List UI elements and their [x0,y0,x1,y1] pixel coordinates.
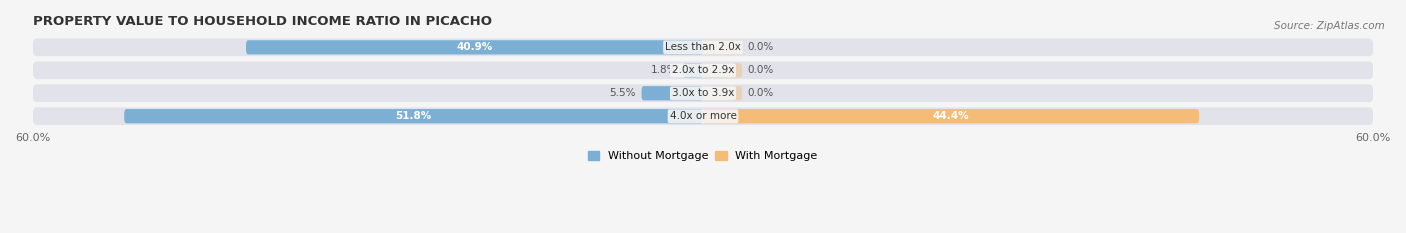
Text: 0.0%: 0.0% [748,88,773,98]
FancyBboxPatch shape [32,84,1374,102]
Text: PROPERTY VALUE TO HOUSEHOLD INCOME RATIO IN PICACHO: PROPERTY VALUE TO HOUSEHOLD INCOME RATIO… [32,15,492,28]
Text: 51.8%: 51.8% [395,111,432,121]
Text: 0.0%: 0.0% [748,42,773,52]
FancyBboxPatch shape [641,86,703,100]
Text: 3.0x to 3.9x: 3.0x to 3.9x [672,88,734,98]
Text: 0.0%: 0.0% [748,65,773,75]
Text: 5.5%: 5.5% [609,88,636,98]
Text: 1.8%: 1.8% [651,65,678,75]
Legend: Without Mortgage, With Mortgage: Without Mortgage, With Mortgage [583,147,823,166]
FancyBboxPatch shape [246,40,703,55]
FancyBboxPatch shape [683,63,703,77]
Text: 4.0x or more: 4.0x or more [669,111,737,121]
FancyBboxPatch shape [124,109,703,123]
FancyBboxPatch shape [32,62,1374,79]
FancyBboxPatch shape [32,38,1374,56]
Text: Source: ZipAtlas.com: Source: ZipAtlas.com [1274,21,1385,31]
FancyBboxPatch shape [703,109,1199,123]
FancyBboxPatch shape [703,86,742,100]
FancyBboxPatch shape [32,107,1374,125]
Text: 40.9%: 40.9% [457,42,492,52]
Text: 44.4%: 44.4% [932,111,969,121]
FancyBboxPatch shape [703,63,742,77]
Text: 2.0x to 2.9x: 2.0x to 2.9x [672,65,734,75]
FancyBboxPatch shape [703,40,742,55]
Text: Less than 2.0x: Less than 2.0x [665,42,741,52]
